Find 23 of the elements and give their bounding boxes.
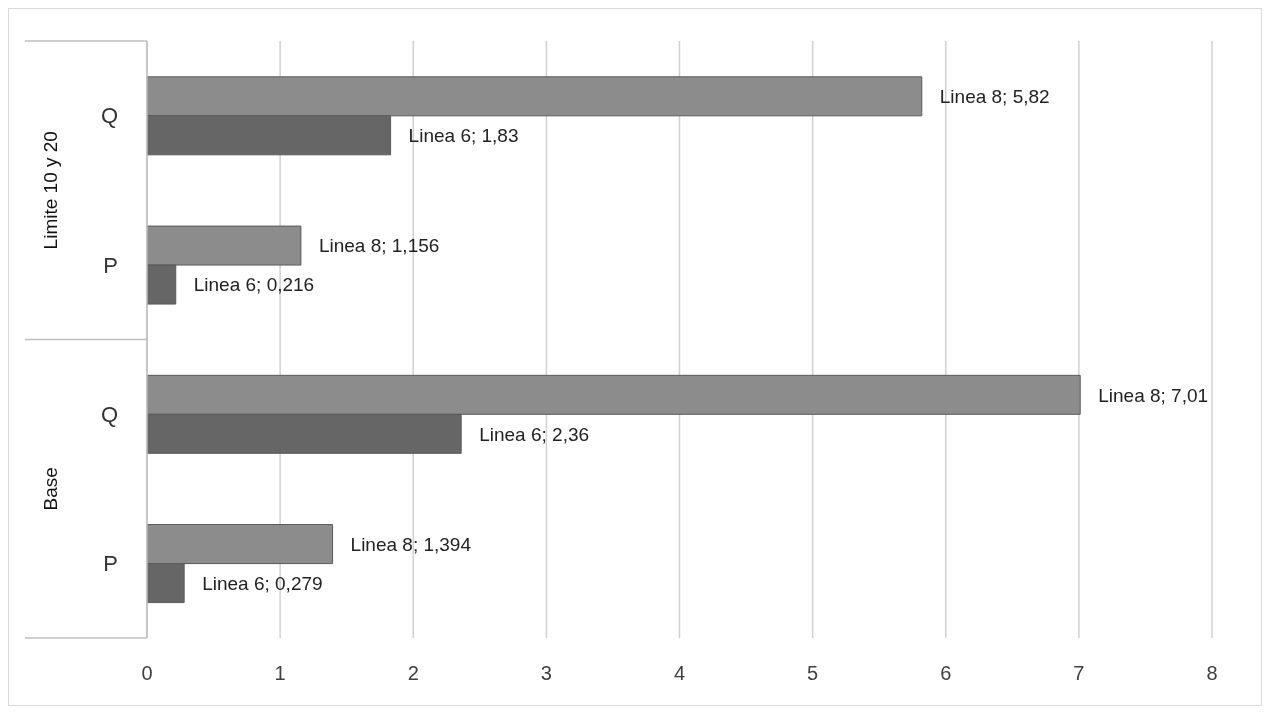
x-tick-label: 2 bbox=[407, 662, 419, 685]
data-label: Linea 6; 2,36 bbox=[479, 423, 590, 445]
x-tick-label: 1 bbox=[274, 662, 286, 685]
text: Base bbox=[39, 467, 61, 511]
x-tick-label: 7 bbox=[1073, 662, 1085, 685]
x-tick-label: 0 bbox=[141, 662, 153, 685]
y-tick-label: P bbox=[103, 551, 118, 577]
x-tick-label: 5 bbox=[807, 662, 819, 685]
data-label: Linea 8; 7,01 bbox=[1098, 384, 1209, 406]
data-label: Linea 6; 0,216 bbox=[193, 274, 315, 296]
x-tick-label: 3 bbox=[540, 662, 552, 685]
y-tick-label: Q bbox=[100, 401, 118, 427]
data-label: Linea 8; 1,394 bbox=[350, 533, 472, 555]
data-label: Linea 8; 1,156 bbox=[318, 235, 440, 257]
x-tick-label: 6 bbox=[940, 662, 952, 685]
y-tick-label: P bbox=[103, 252, 118, 278]
data-label: Linea 8; 5,82 bbox=[939, 86, 1050, 108]
x-tick-label: 8 bbox=[1206, 662, 1218, 685]
text: Limite 10 y 20 bbox=[39, 131, 61, 250]
x-tick-label: 4 bbox=[673, 662, 686, 685]
data-label: Linea 6; 0,279 bbox=[202, 572, 323, 594]
data-label: Linea 6; 1,83 bbox=[408, 125, 519, 147]
y-tick-label: Q bbox=[100, 103, 118, 129]
